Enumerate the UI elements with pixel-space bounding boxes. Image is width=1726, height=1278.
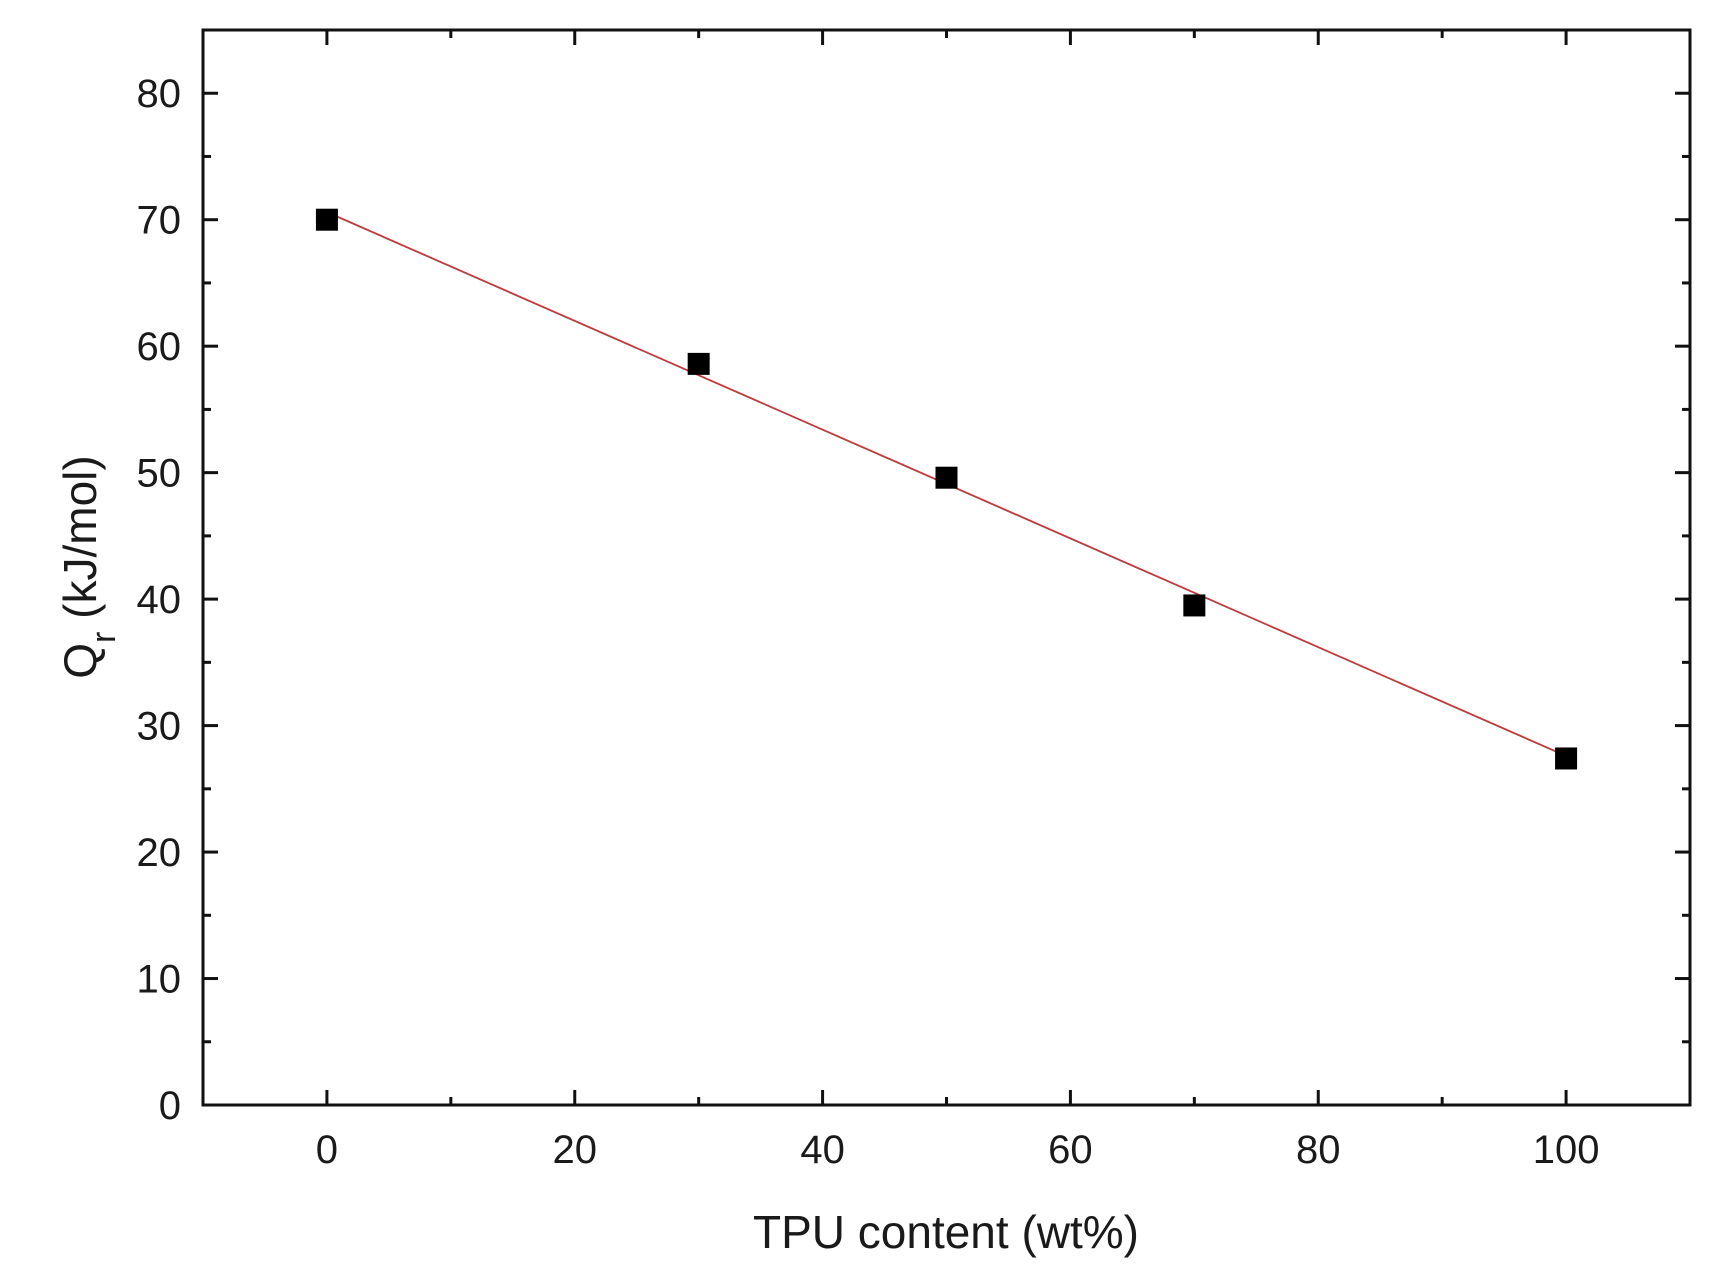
y-tick-label: 80 (137, 72, 182, 116)
data-point-marker (1555, 747, 1578, 770)
data-point-marker (315, 208, 338, 231)
x-tick-label: 100 (1533, 1128, 1600, 1172)
axis-ticks (201, 28, 1692, 1107)
data-points (315, 208, 1578, 770)
y-axis-title-main: Q (54, 643, 106, 679)
x-tick-label: 60 (1048, 1128, 1093, 1172)
y-tick-label: 30 (137, 705, 182, 749)
y-tick-label: 0 (159, 1084, 181, 1128)
data-point-marker (1183, 594, 1206, 617)
x-tick-label: 20 (553, 1128, 598, 1172)
y-axis-title-units: (kJ/mol) (54, 455, 106, 631)
x-tick-label: 0 (316, 1128, 338, 1172)
x-axis-title: TPU content (wt%) (753, 1206, 1139, 1258)
y-axis-title: Qr (kJ/mol) (54, 455, 123, 678)
y-axis-title-sub: r (85, 632, 123, 643)
y-tick-label: 10 (137, 958, 182, 1002)
data-point-marker (935, 466, 958, 489)
y-tick-label: 40 (137, 578, 182, 622)
data-point-marker (687, 352, 710, 375)
y-tick-label: 60 (137, 325, 182, 369)
x-tick-label: 40 (800, 1128, 845, 1172)
y-tick-label: 50 (137, 452, 182, 496)
plot-frame (201, 28, 1692, 1107)
y-tick-label: 70 (137, 199, 182, 243)
y-tick-label: 20 (137, 831, 182, 875)
tick-labels: 0 20 40 60 80 100 0 10 20 30 40 50 60 70 80 (137, 72, 1600, 1172)
x-tick-label: 80 (1296, 1128, 1341, 1172)
